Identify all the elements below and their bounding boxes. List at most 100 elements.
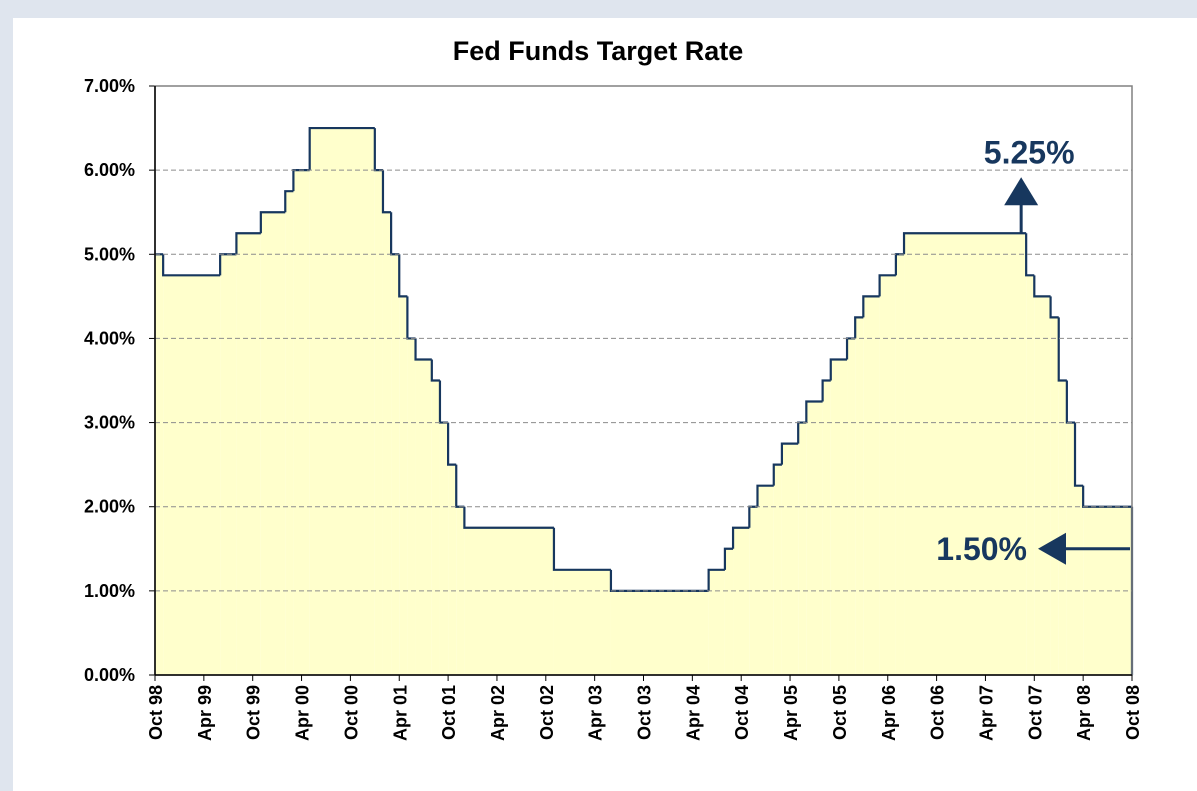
step-line: [284, 190, 294, 213]
step-area: [1075, 485, 1084, 675]
x-tick-label: Oct 05: [830, 685, 850, 740]
step-area: [904, 233, 1027, 675]
y-tick-label: 6.00%: [84, 160, 135, 180]
step-area: [391, 254, 400, 676]
step-area: [464, 527, 554, 675]
x-tick-label: Oct 99: [244, 685, 264, 740]
step-area: [863, 296, 880, 675]
step-line: [162, 254, 221, 277]
x-tick-label: Apr 00: [293, 685, 313, 741]
step-area: [757, 485, 774, 675]
annotation: 1.50%: [936, 531, 1130, 567]
annotation-label: 1.50%: [936, 531, 1027, 567]
annotation: 5.25%: [984, 134, 1075, 234]
step-area: [431, 380, 440, 675]
step-line: [902, 232, 1027, 255]
step-area: [553, 569, 611, 675]
x-tick-label: Apr 06: [879, 685, 899, 741]
y-tick-label: 1.00%: [84, 581, 135, 601]
step-area: [236, 233, 261, 675]
step-line: [259, 211, 286, 234]
step-line: [381, 170, 392, 214]
step-area: [439, 422, 449, 675]
x-tick-label: Apr 05: [781, 685, 801, 741]
step-area: [855, 317, 864, 675]
step-area: [781, 443, 799, 675]
x-tick-label: Oct 08: [1123, 685, 1143, 740]
step-line: [780, 442, 799, 465]
step-line: [398, 254, 408, 298]
x-tick-label: Oct 03: [635, 685, 655, 740]
step-area: [830, 359, 848, 675]
step-line: [235, 232, 261, 255]
step-area: [155, 254, 164, 676]
step-area: [610, 590, 709, 675]
y-tick-label: 4.00%: [84, 328, 135, 348]
step-area: [285, 191, 294, 675]
step-line: [1025, 233, 1035, 277]
step-area: [374, 170, 383, 675]
step-line: [308, 126, 375, 171]
step-line: [854, 316, 864, 339]
y-tick-label: 7.00%: [84, 76, 135, 96]
step-area: [798, 422, 807, 675]
step-line: [756, 484, 774, 507]
step-area: [260, 212, 286, 675]
step-line: [707, 568, 725, 591]
x-tick-label: Oct 06: [928, 685, 948, 740]
step-line: [862, 295, 880, 318]
step-area: [879, 275, 896, 675]
step-area: [382, 212, 392, 675]
step-line: [1057, 317, 1067, 382]
y-tick-label: 5.00%: [84, 244, 135, 264]
y-tick-label: 0.00%: [84, 665, 135, 685]
x-tick-label: Apr 02: [488, 685, 508, 741]
step-area: [1050, 317, 1059, 675]
step-area: [724, 548, 734, 675]
step-area: [708, 569, 725, 675]
annotation-arrowhead: [1038, 532, 1066, 565]
step-line: [1049, 296, 1059, 319]
step-line: [430, 359, 440, 382]
step-area: [415, 359, 432, 675]
y-tick-label: 2.00%: [84, 497, 135, 517]
x-tick-label: Apr 08: [1074, 685, 1094, 741]
annotation-arrowhead: [1004, 177, 1039, 206]
step-area: [220, 254, 237, 676]
x-tick-label: Oct 98: [146, 685, 166, 740]
annotation-label: 5.25%: [984, 134, 1075, 170]
step-line: [463, 506, 554, 529]
x-tick-label: Apr 03: [586, 685, 606, 741]
step-line: [447, 422, 457, 466]
step-area: [448, 464, 457, 675]
x-tick-label: Apr 07: [976, 685, 996, 741]
step-area: [1058, 380, 1067, 675]
step-line: [723, 547, 734, 570]
x-tick-label: Apr 04: [683, 685, 703, 741]
step-line: [414, 338, 432, 361]
chart-title: Fed Funds Target Rate: [453, 36, 744, 66]
step-line: [552, 527, 611, 571]
x-tick-label: Oct 04: [732, 685, 752, 740]
x-tick-label: Apr 99: [195, 685, 215, 741]
step-area: [806, 401, 823, 675]
step-line: [829, 358, 848, 381]
step-line: [878, 274, 896, 297]
step-area: [773, 464, 782, 675]
x-tick-label: Oct 00: [341, 685, 361, 740]
step-area: [163, 275, 221, 675]
x-tick-label: Apr 01: [390, 685, 410, 741]
step-area: [309, 128, 375, 676]
x-tick-label: Oct 07: [1025, 685, 1045, 740]
step-area: [1034, 296, 1051, 675]
step-line: [805, 400, 823, 423]
step-area: [822, 380, 831, 675]
y-tick-label: 3.00%: [84, 413, 135, 433]
x-tick-label: Oct 01: [439, 685, 459, 740]
step-area: [733, 527, 750, 675]
step-line: [772, 463, 782, 486]
step-area: [749, 506, 758, 675]
step-line: [1033, 275, 1051, 298]
x-tick-label: Oct 02: [537, 685, 557, 740]
